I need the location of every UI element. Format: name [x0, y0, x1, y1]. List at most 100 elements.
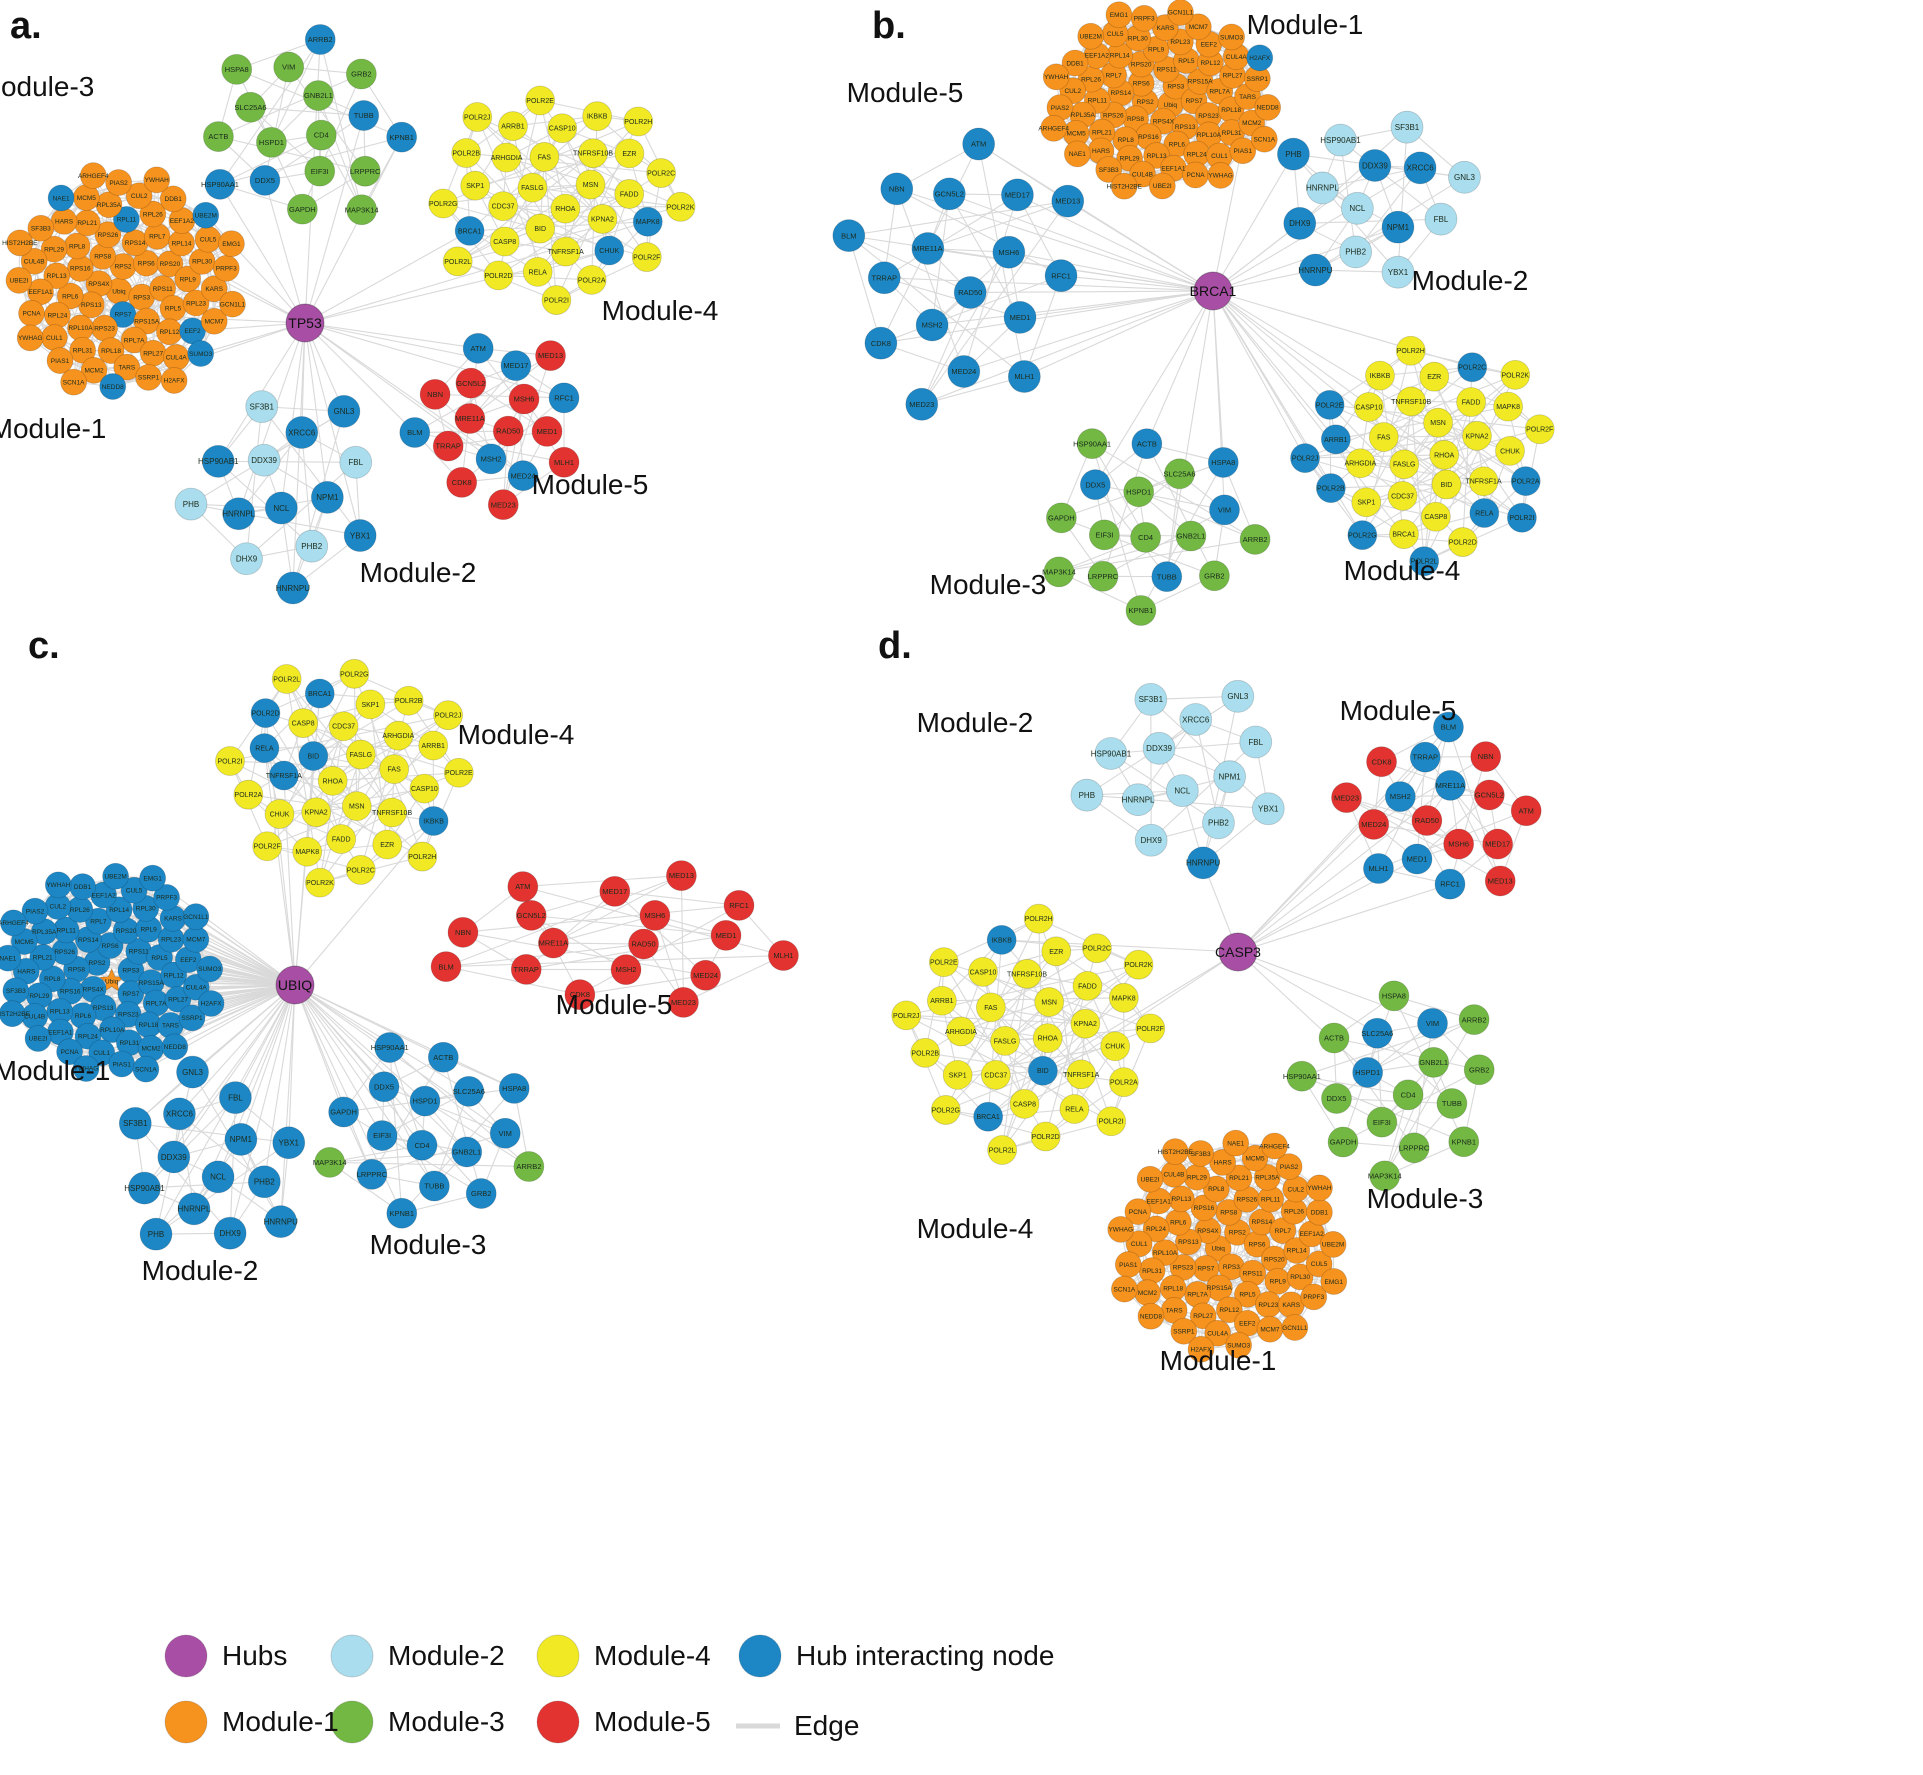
- gene-label: MED13: [669, 871, 694, 880]
- gene-node: [492, 415, 524, 447]
- gene-label: HSP90AB1: [1091, 749, 1132, 758]
- gene-label: ACTB: [208, 132, 228, 141]
- gene-label: FBL: [228, 1093, 243, 1102]
- edge: [195, 916, 296, 986]
- gene-label: KPNB1: [389, 1209, 414, 1218]
- gene-label: PHB: [183, 500, 199, 509]
- gene-label: GNL3: [333, 407, 354, 416]
- edge: [294, 984, 506, 1134]
- hub-interacting-node: [1469, 498, 1500, 528]
- gene-node: [517, 172, 548, 203]
- hub-interacting-node: [399, 417, 431, 448]
- gene-node: [1134, 683, 1168, 716]
- gene-node: [665, 191, 696, 222]
- gene-label: RPL35A: [1255, 1175, 1280, 1182]
- gene-label: YBX1: [350, 531, 371, 540]
- edge: [1212, 290, 1473, 368]
- edge: [1237, 951, 1378, 1034]
- gene-label: EMG1: [1110, 12, 1129, 19]
- gene-label: POLR2E: [930, 960, 958, 967]
- gene-node: [891, 1000, 922, 1031]
- edge: [502, 398, 525, 506]
- legend-label: Module-4: [594, 1640, 711, 1671]
- gene-node: [1229, 137, 1257, 165]
- edge: [457, 152, 594, 262]
- gene-node: [665, 860, 697, 892]
- gene-node: [341, 791, 372, 822]
- gene-label: RPL10A: [68, 325, 93, 332]
- hub-interacting-node: [213, 1216, 247, 1250]
- legend-label: Module-5: [594, 1706, 711, 1737]
- edge: [1449, 784, 1501, 882]
- gene-label: EEF1A1: [48, 1029, 73, 1036]
- edge: [1403, 406, 1509, 535]
- hub-interacting-node: [47, 184, 75, 212]
- gene-label: NBN: [455, 928, 471, 937]
- gene-node: [1419, 361, 1450, 392]
- gene-label: H2AFX: [201, 1001, 223, 1008]
- gene-label: MED17: [602, 887, 627, 896]
- gene-label: HSP90AB1: [124, 1184, 165, 1193]
- gene-label: CUL5: [126, 888, 143, 895]
- gene-label: PCNA: [1186, 172, 1205, 179]
- gene-label: RPL5: [1239, 1292, 1256, 1299]
- edge: [1304, 454, 1445, 459]
- gene-node: [256, 126, 287, 158]
- gene-label: HIST2H2BE: [0, 1011, 31, 1018]
- gene-node: [1124, 1198, 1152, 1226]
- gene-label: RFC1: [1440, 880, 1460, 889]
- gene-label: RELA: [255, 746, 274, 753]
- hub-interacting-node: [374, 1032, 406, 1063]
- gene-label: FAS: [538, 154, 552, 161]
- gene-label: CD4: [1138, 533, 1153, 542]
- gene-label: RPL8: [69, 243, 86, 250]
- gene-label: GCN5L2: [1475, 791, 1504, 800]
- gene-label: RPS15A: [134, 318, 160, 325]
- gene-node: [1261, 1132, 1288, 1160]
- gene-label: CASP8: [493, 239, 516, 246]
- gene-label: EEF2: [184, 328, 201, 335]
- gene-node: [156, 250, 184, 278]
- gene-label: SF3B1: [249, 402, 274, 411]
- edge: [319, 754, 362, 884]
- gene-label: MED24: [693, 971, 718, 980]
- gene-node: [1306, 1174, 1333, 1202]
- gene-label: RPL7A: [146, 1000, 167, 1007]
- gene-label: FAS: [984, 1005, 998, 1012]
- gene-node: [69, 336, 97, 364]
- gene-node: [1070, 1008, 1101, 1039]
- gene-node: [587, 204, 618, 234]
- edge: [1237, 951, 1369, 1073]
- edge: [178, 984, 296, 1115]
- edge: [304, 322, 328, 498]
- gene-node: [980, 1059, 1011, 1090]
- gene-label: POLR2E: [526, 98, 554, 105]
- hub-interacting-node: [1361, 1017, 1393, 1049]
- edge: [1067, 200, 1214, 292]
- gene-label: MRE11A: [539, 939, 568, 948]
- edge: [987, 997, 1125, 1118]
- gene-label: POLR2B: [1317, 486, 1345, 493]
- gene-node: [1389, 519, 1419, 550]
- gene-node: [215, 746, 245, 776]
- gene-label: PCNA: [1129, 1209, 1148, 1216]
- gene-node: [302, 80, 334, 111]
- hub-interacting-node: [88, 1039, 116, 1067]
- edge: [1150, 698, 1269, 810]
- gene-label: RPL31: [73, 347, 93, 354]
- gene-node: [233, 779, 264, 810]
- gene-node: [942, 1059, 973, 1090]
- edge: [229, 984, 296, 1234]
- gene-node: [1164, 458, 1195, 490]
- hub-interacting-node: [304, 678, 335, 709]
- gene-label: PRPF3: [216, 266, 237, 273]
- edge: [565, 152, 594, 253]
- gene-label: POLR2G: [932, 1107, 960, 1114]
- gene-label: RHOA: [555, 206, 576, 213]
- gene-node: [125, 182, 153, 210]
- edge: [219, 38, 321, 185]
- legend-label: Hubs: [222, 1640, 287, 1671]
- gene-node: [1321, 1083, 1352, 1114]
- gene-label: RPS14: [125, 240, 146, 247]
- gene-label: GNL3: [1454, 173, 1475, 182]
